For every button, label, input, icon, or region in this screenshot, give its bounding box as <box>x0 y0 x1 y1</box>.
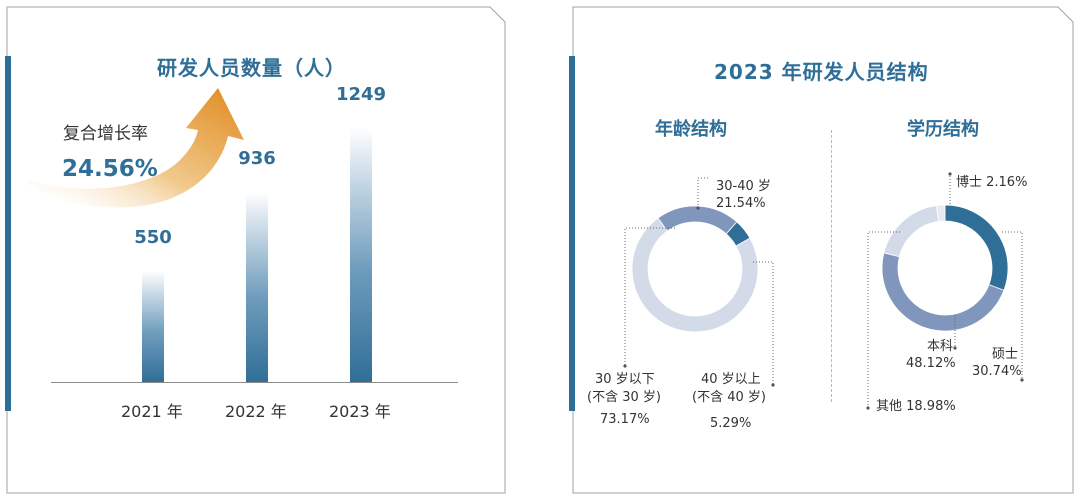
edu-bachelor-name: 本科 <box>927 339 954 354</box>
age-under30-pct: 73.17% <box>600 412 650 427</box>
age-30-40-pct: 21.54% <box>716 196 766 211</box>
growth-label: 复合增长率 <box>63 124 148 144</box>
right-panel-frame <box>572 6 1074 494</box>
age-donut-slice-0 <box>657 205 738 235</box>
edu-donut-slice-2 <box>881 252 1005 332</box>
age-leader-lines <box>624 177 774 385</box>
age-leader-dots <box>623 206 775 387</box>
right-panel <box>572 6 1074 494</box>
edu-master-pct: 30.74% <box>972 364 1022 379</box>
age-donut-slice-1 <box>725 221 751 247</box>
age-over40-line2: (不含 40 岁) <box>692 390 766 405</box>
edu-bachelor-pct: 48.12% <box>906 356 956 371</box>
edu-leader-lines <box>867 174 1023 408</box>
bar-0 <box>142 270 164 383</box>
right-accent-bar <box>569 56 575 411</box>
age-over40-line1: 40 岁以上 <box>701 372 761 387</box>
panel-divider <box>831 130 832 402</box>
x-tick-label-1: 2022 年 <box>225 402 287 421</box>
bar-value-label-0: 550 <box>134 226 172 248</box>
bar-2 <box>350 128 372 383</box>
edu-phd-label: 博士 2.16% <box>956 175 1028 190</box>
age-under30-line2: (不含 30 岁) <box>587 390 661 405</box>
edu-donut-slice-1 <box>944 204 1009 291</box>
bar-value-label-1: 936 <box>238 147 276 169</box>
edu-donut-slice-3 <box>883 205 940 258</box>
x-tick-label-2: 2023 年 <box>329 402 391 421</box>
age-over40-pct: 5.29% <box>710 416 752 431</box>
x-tick-label-0: 2021 年 <box>121 402 183 421</box>
age-chart-title: 年龄结构 <box>655 119 727 140</box>
edu-other-label: 其他 18.98% <box>876 399 956 414</box>
edu-donut-slice-0 <box>935 204 946 222</box>
age-under30-line1: 30 岁以下 <box>595 372 655 387</box>
bar-1 <box>246 191 268 383</box>
edu-leader-dots <box>866 172 1024 410</box>
left-chart-title: 研发人员数量（人） <box>157 56 346 80</box>
age-donut-slice-2 <box>631 217 759 333</box>
edu-chart-title: 学历结构 <box>907 119 979 140</box>
growth-value: 24.56% <box>62 156 158 182</box>
growth-arrow <box>28 88 244 208</box>
edu-master-name: 硕士 <box>992 347 1019 362</box>
right-chart-title: 2023 年研发人员结构 <box>714 60 929 84</box>
left-accent-bar <box>5 56 11 411</box>
bar-value-label-2: 1249 <box>335 84 387 105</box>
age-30-40-name: 30-40 岁 <box>716 179 771 194</box>
x-axis-line <box>51 382 458 383</box>
